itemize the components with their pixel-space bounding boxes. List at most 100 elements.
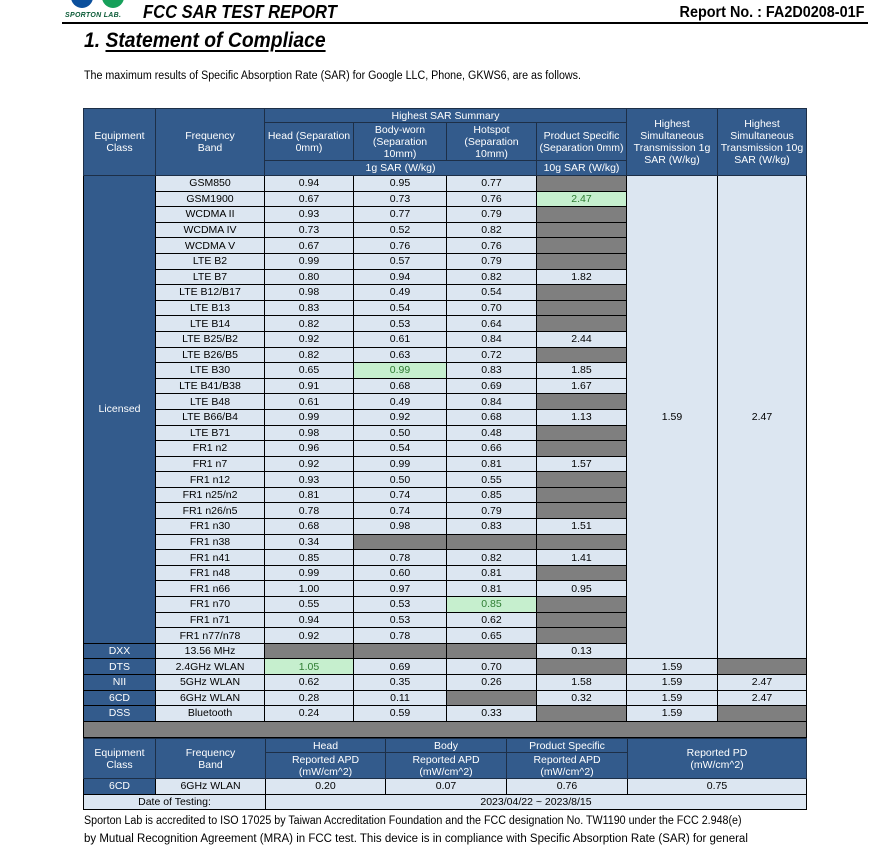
band-cell: FR1 n70 (155, 596, 265, 613)
band-cell: LTE B13 (155, 299, 265, 317)
head-sar-cell: 0.92 (264, 330, 354, 348)
table-row: LTE B25/B2 0.92 0.61 0.84 2.44 (84, 330, 807, 348)
head-sar-cell: 0.82 (264, 346, 354, 364)
body-sar-cell: 0.50 (353, 424, 447, 442)
body-sar-cell: 0.95 (353, 175, 447, 192)
apd-row: 6CD 6GHz WLAN 0.20 0.07 0.76 0.75 (83, 778, 807, 795)
header-unit-10g: 10g SAR (W/kg) (536, 160, 627, 176)
hotspot-sar-cell (446, 533, 537, 551)
product-sar-cell: 1.51 (536, 518, 627, 535)
band-cell: FR1 n48 (155, 564, 265, 582)
body-sar-cell: 0.61 (353, 330, 447, 348)
product-sar-cell (536, 627, 627, 644)
band-cell: Bluetooth (155, 705, 265, 722)
hotspot-sar-cell: 0.76 (446, 190, 537, 208)
table-row: FR1 n2 0.96 0.54 0.66 (84, 440, 807, 457)
product-sar-cell (536, 611, 627, 629)
sim-10g-cell: 2.47 (717, 174, 807, 660)
hotspot-sar-cell (446, 642, 537, 660)
body-sar-cell: 0.11 (353, 689, 447, 707)
head-sar-cell: 0.67 (264, 190, 354, 208)
band-cell: LTE B7 (155, 268, 265, 286)
product-sar-cell (536, 175, 627, 192)
product-sar-cell: 2.44 (536, 330, 627, 348)
head-sar-cell: 0.93 (264, 206, 354, 223)
hotspot-sar-cell: 0.70 (446, 658, 537, 675)
hotspot-sar-cell: 0.66 (446, 440, 537, 457)
hotspot-sar-cell: 0.62 (446, 611, 537, 629)
band-cell: WCDMA IV (155, 221, 265, 239)
apd-header-body: Body (385, 738, 507, 753)
body-sar-cell: 0.63 (353, 346, 447, 364)
logo-text: SPORTON LAB. (65, 12, 122, 19)
table-row: LTE B71 0.98 0.50 0.48 (84, 424, 807, 442)
band-cell: 2.4GHz WLAN (155, 658, 265, 675)
head-sar-cell: 0.98 (264, 284, 354, 301)
header-sim-10g: Highest Simultaneous Transmission 10g SA… (717, 108, 807, 176)
table-row: FR1 n66 1.00 0.97 0.81 0.95 (84, 580, 807, 598)
hotspot-sar-cell: 0.82 (446, 221, 537, 239)
product-sar-cell (536, 424, 627, 442)
hotspot-sar-cell: 0.85 (446, 486, 537, 504)
body-sar-cell: 0.98 (353, 518, 447, 535)
hotspot-sar-cell: 0.64 (446, 315, 537, 332)
head-sar-cell: 0.67 (264, 237, 354, 254)
head-sar-cell: 0.78 (264, 502, 354, 520)
table-row: LTE B12/B17 0.98 0.49 0.54 (84, 284, 807, 301)
product-sar-cell (536, 705, 627, 722)
hotspot-sar-cell: 0.82 (446, 549, 537, 566)
table-row: FR1 n26/n5 0.78 0.74 0.79 (84, 502, 807, 520)
body-sar-cell: 0.57 (353, 252, 447, 270)
head-sar-cell: 0.93 (264, 471, 354, 488)
body-sar-cell: 0.53 (353, 315, 447, 332)
band-cell: LTE B26/B5 (155, 346, 265, 364)
apd-header-product-apd: Reported APD (mW/cm^2) (506, 752, 628, 779)
sim-1g-cell: 1.59 (626, 174, 718, 660)
header-body-worn: Body-worn (Separation 10mm) (353, 122, 447, 161)
date-value: 2023/04/22 ~ 2023/8/15 (265, 793, 807, 811)
head-sar-cell: 0.94 (264, 611, 354, 629)
band-cell: LTE B66/B4 (155, 408, 265, 426)
table-row: WCDMA IV 0.73 0.52 0.82 (84, 221, 807, 239)
sim-10g-cell (717, 658, 807, 675)
band-cell: WCDMA II (155, 206, 265, 223)
header-divider (62, 22, 868, 24)
table-row: FR1 n38 0.34 (84, 533, 807, 551)
head-sar-cell: 0.99 (264, 252, 354, 270)
head-sar-cell: 0.99 (264, 408, 354, 426)
sim-10g-cell (717, 705, 807, 722)
sporton-logo: SPORTON LAB. (62, 0, 134, 22)
band-cell: LTE B25/B2 (155, 330, 265, 348)
band-cell: 5GHz WLAN (155, 674, 265, 691)
hotspot-sar-cell: 0.69 (446, 377, 537, 395)
product-sar-cell: 0.13 (536, 642, 627, 660)
head-sar-cell: 0.55 (264, 596, 354, 613)
apd-header-product: Product Specific (506, 738, 628, 753)
table-row: DSS Bluetooth 0.24 0.59 0.33 1.59 (83, 705, 807, 722)
hotspot-sar-cell: 0.70 (446, 299, 537, 317)
hotspot-sar-cell: 0.81 (446, 580, 537, 598)
body-sar-cell: 0.59 (353, 705, 447, 722)
band-cell: FR1 n77/n78 (155, 627, 265, 644)
hotspot-sar-cell: 0.79 (446, 206, 537, 223)
product-sar-cell (536, 346, 627, 364)
head-sar-cell: 0.82 (264, 315, 354, 332)
head-sar-cell: 0.96 (264, 440, 354, 457)
apd-product: 0.76 (506, 778, 628, 795)
product-sar-cell (536, 596, 627, 613)
product-sar-cell: 1.58 (536, 674, 627, 691)
product-sar-cell (536, 471, 627, 488)
sim-1g-cell: 1.59 (626, 705, 718, 722)
header-frequency-band: Frequency Band (155, 108, 265, 176)
product-sar-cell (536, 206, 627, 223)
hotspot-sar-cell: 0.77 (446, 175, 537, 192)
hotspot-sar-cell: 0.76 (446, 237, 537, 254)
hotspot-sar-cell: 0.79 (446, 252, 537, 270)
head-sar-cell: 0.85 (264, 549, 354, 566)
band-cell: FR1 n26/n5 (155, 502, 265, 520)
body-sar-cell: 0.69 (353, 658, 447, 675)
product-sar-cell (536, 252, 627, 270)
hotspot-sar-cell: 0.83 (446, 518, 537, 535)
band-cell: LTE B12/B17 (155, 284, 265, 301)
intro-text: The maximum results of Specific Absorpti… (84, 70, 581, 82)
